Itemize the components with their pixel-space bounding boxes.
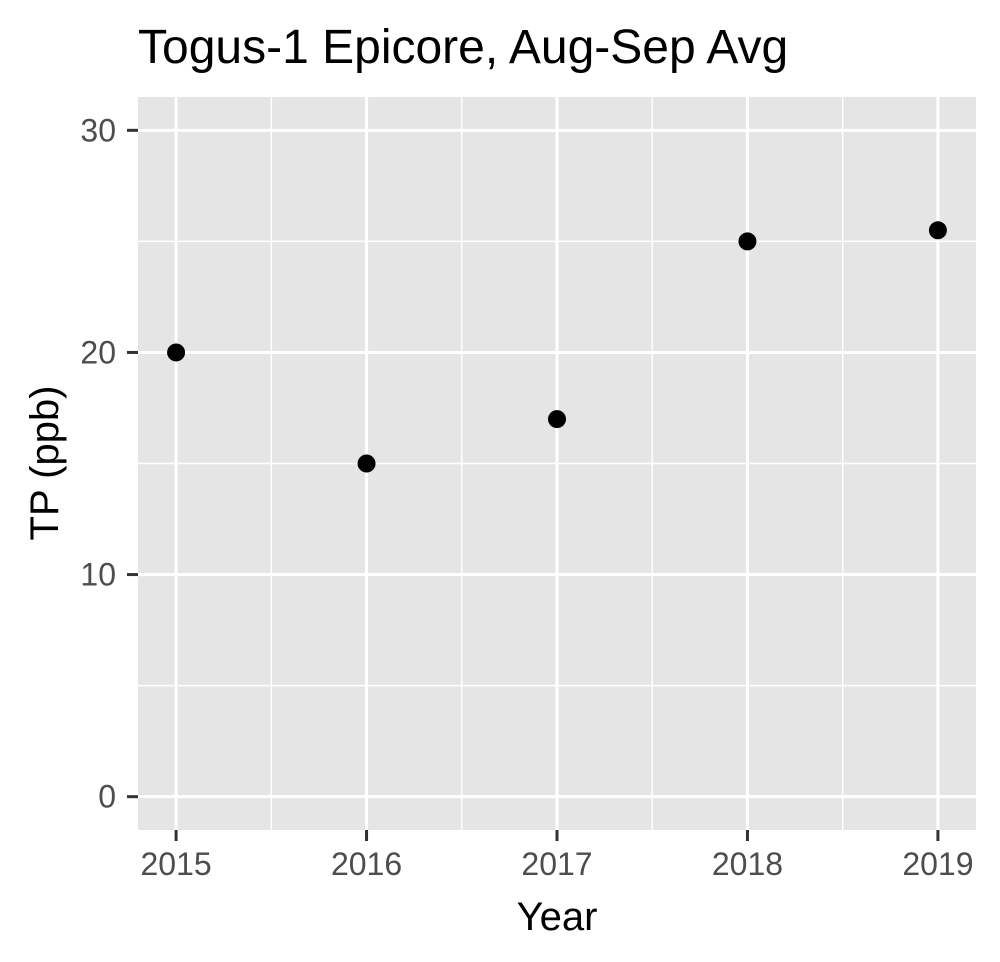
y-tick-label: 20 [80, 334, 116, 370]
data-point [548, 410, 566, 429]
x-tick-label: 2015 [140, 846, 211, 882]
data-point [738, 232, 757, 251]
y-axis-title: TP (ppb) [23, 386, 67, 541]
x-tick-label: 2017 [521, 846, 592, 882]
x-tick-label: 2019 [902, 846, 973, 882]
y-tick-label: 10 [80, 557, 116, 593]
data-point [167, 343, 186, 362]
chart-title: Togus-1 Epicore, Aug-Sep Avg [138, 21, 788, 74]
data-point [928, 221, 947, 240]
y-tick-label: 0 [98, 779, 116, 815]
y-tick-label: 30 [80, 112, 116, 148]
y-axis-ticks: 0 10 20 30 [80, 112, 138, 815]
major-gridlines [138, 97, 976, 830]
data-points [167, 221, 947, 473]
x-axis-title: Year [517, 895, 598, 939]
x-tick-label: 2016 [331, 846, 402, 882]
data-point [357, 454, 376, 473]
x-axis-ticks: 2015 2016 2017 2018 2019 [140, 830, 974, 882]
x-tick-label: 2018 [712, 846, 783, 882]
